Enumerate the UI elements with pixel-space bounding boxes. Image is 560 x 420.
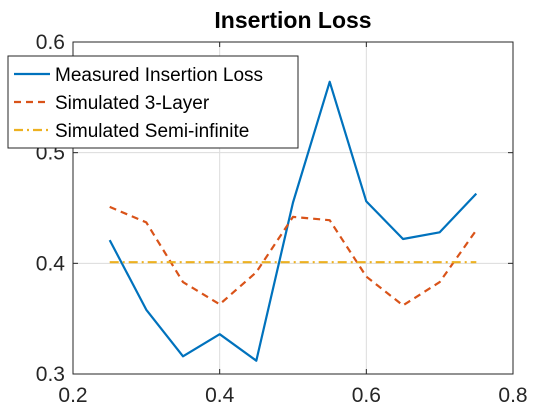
x-tick-label: 0.8 [498, 384, 527, 407]
x-tick-label: 0.2 [58, 384, 87, 407]
x-tick-label: 0.6 [352, 384, 381, 407]
chart-title: Insertion Loss [214, 7, 371, 33]
legend-label: Simulated Semi-infinite [55, 121, 249, 142]
y-tick-label: 0.4 [36, 252, 66, 275]
y-tick-label: 0.6 [36, 31, 65, 54]
plot-area-border [72, 41, 514, 375]
series-line-1 [108, 80, 478, 362]
x-tick-label: 0.4 [205, 384, 235, 407]
y-tick-label: 0.3 [36, 363, 65, 386]
legend-label: Measured Insertion Loss [55, 65, 263, 86]
series-lines [108, 80, 478, 362]
legend: Measured Insertion Loss Simulated 3-Layer… [7, 55, 299, 149]
legend-box [7, 55, 299, 149]
axis-ticks: 0.2 0.4 0.6 0.80.30.40.50.6 [36, 31, 528, 407]
legend-label: Simulated 3-Layer [55, 93, 210, 114]
